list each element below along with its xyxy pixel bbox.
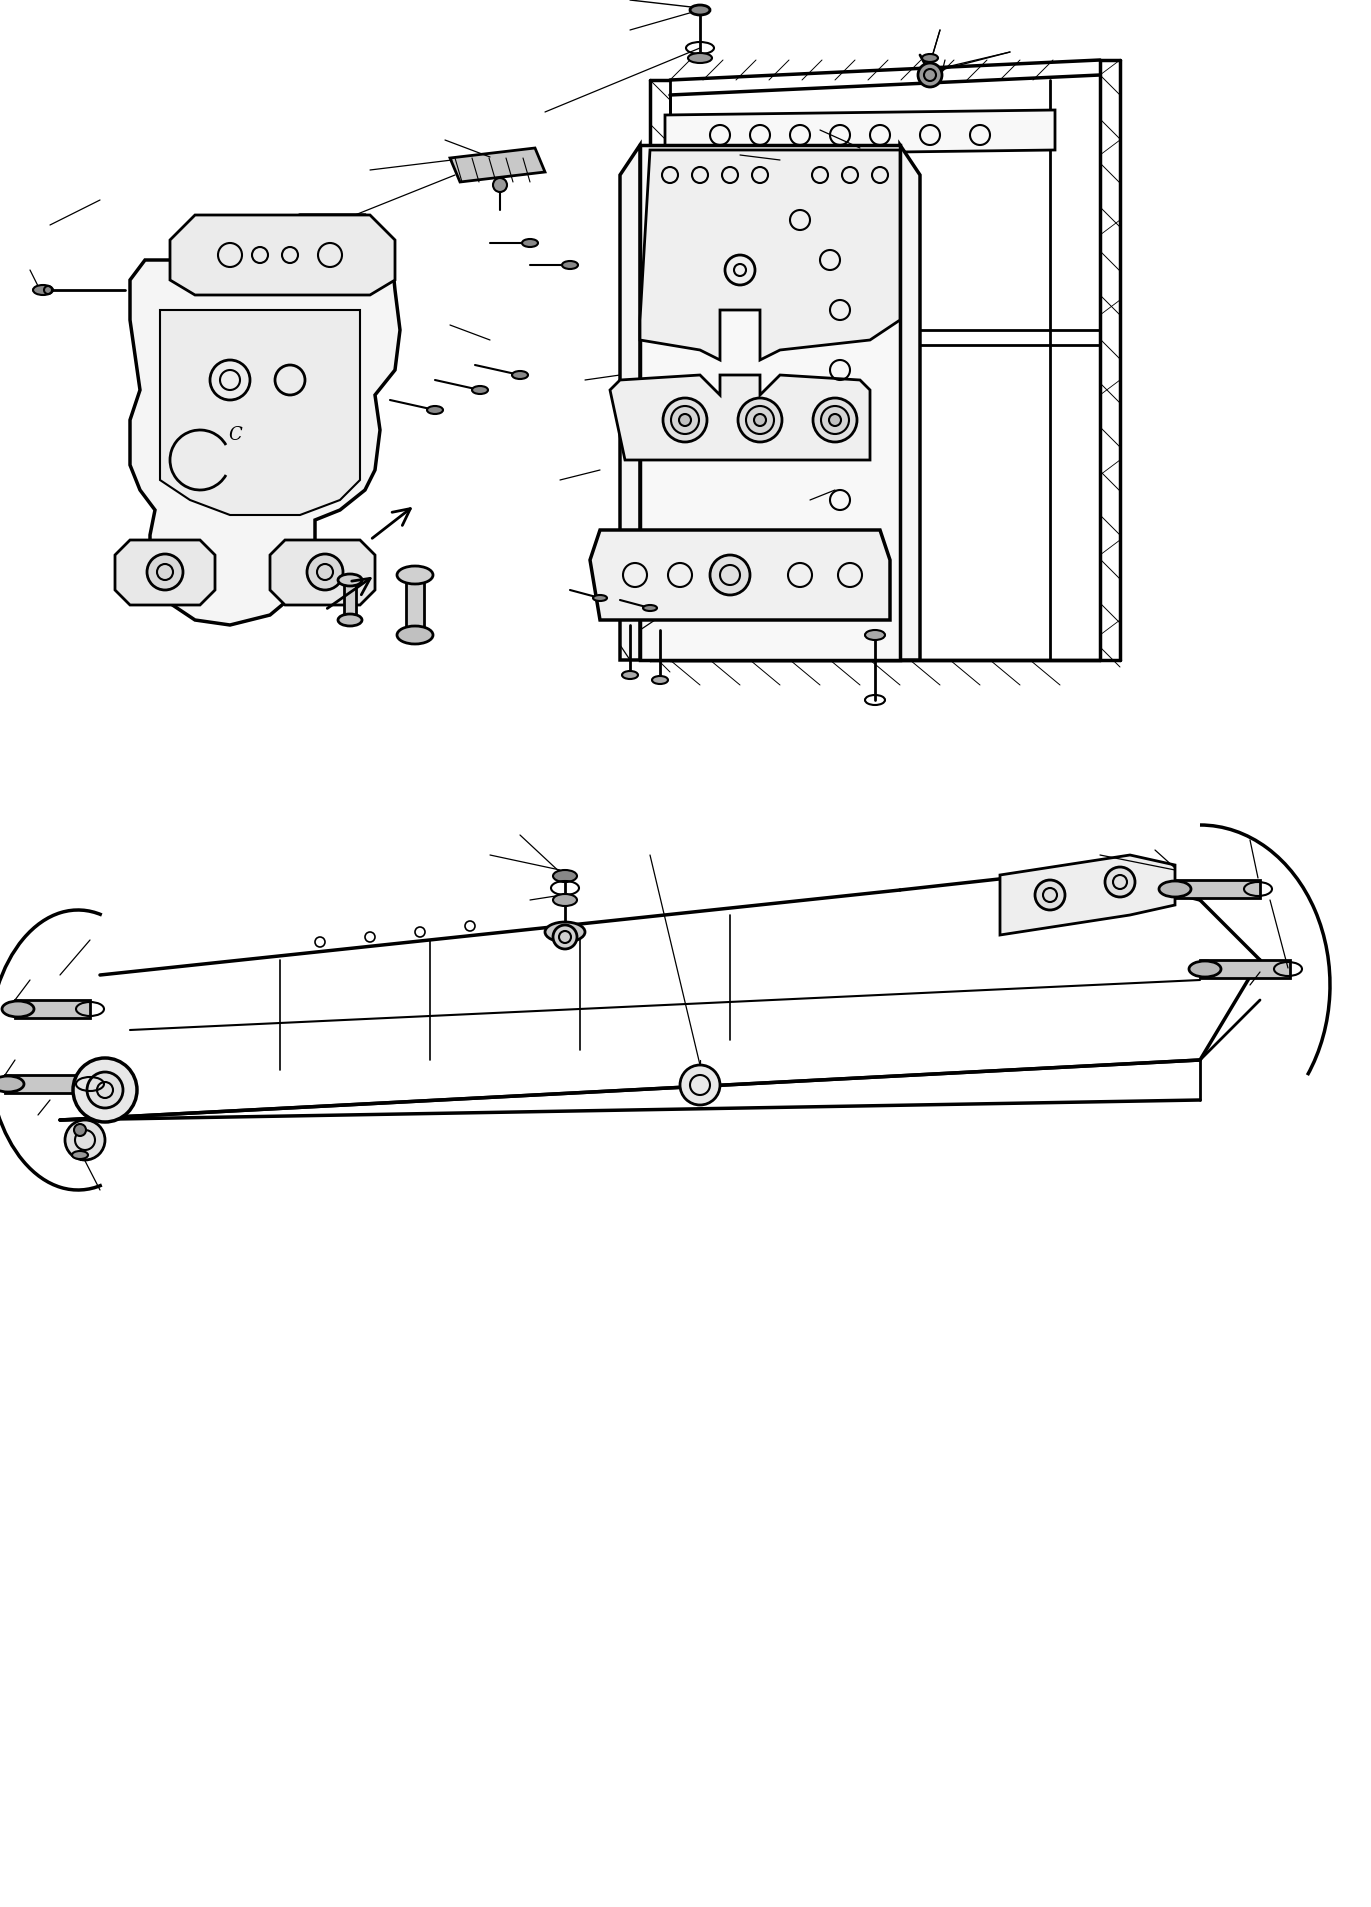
Polygon shape xyxy=(620,145,640,660)
Ellipse shape xyxy=(562,261,579,269)
Ellipse shape xyxy=(339,574,362,585)
Polygon shape xyxy=(270,540,376,605)
Ellipse shape xyxy=(1,1001,34,1016)
Polygon shape xyxy=(665,111,1056,154)
Circle shape xyxy=(919,63,942,88)
Ellipse shape xyxy=(522,238,537,248)
Polygon shape xyxy=(680,219,820,339)
Circle shape xyxy=(74,1123,86,1137)
Circle shape xyxy=(813,399,857,442)
Polygon shape xyxy=(640,145,899,660)
Ellipse shape xyxy=(553,894,577,906)
Text: C: C xyxy=(228,425,241,444)
Polygon shape xyxy=(590,530,890,620)
Circle shape xyxy=(64,1119,106,1159)
Ellipse shape xyxy=(643,605,657,610)
Circle shape xyxy=(710,555,750,595)
Polygon shape xyxy=(899,145,920,660)
Polygon shape xyxy=(15,999,90,1018)
Polygon shape xyxy=(406,576,424,635)
Ellipse shape xyxy=(553,870,577,883)
Polygon shape xyxy=(344,580,356,620)
Polygon shape xyxy=(160,311,361,515)
Ellipse shape xyxy=(622,671,638,679)
Ellipse shape xyxy=(426,406,443,414)
Polygon shape xyxy=(640,151,899,360)
Polygon shape xyxy=(5,1076,90,1093)
Ellipse shape xyxy=(398,566,433,584)
Circle shape xyxy=(73,1058,137,1121)
Circle shape xyxy=(86,1072,123,1108)
Circle shape xyxy=(1105,868,1135,896)
Circle shape xyxy=(553,925,577,950)
Polygon shape xyxy=(1200,959,1290,978)
Ellipse shape xyxy=(865,629,886,641)
Polygon shape xyxy=(610,376,871,460)
Polygon shape xyxy=(115,540,215,605)
Ellipse shape xyxy=(0,1076,25,1093)
Circle shape xyxy=(679,414,691,425)
Ellipse shape xyxy=(594,595,607,601)
Polygon shape xyxy=(999,854,1175,934)
Ellipse shape xyxy=(923,53,938,63)
Polygon shape xyxy=(1169,879,1260,898)
Circle shape xyxy=(821,406,849,435)
Circle shape xyxy=(1035,879,1065,910)
Circle shape xyxy=(670,406,699,435)
Ellipse shape xyxy=(511,372,528,379)
Ellipse shape xyxy=(653,675,668,685)
Ellipse shape xyxy=(688,53,712,63)
Ellipse shape xyxy=(33,284,53,296)
Ellipse shape xyxy=(73,1152,88,1159)
Polygon shape xyxy=(450,149,546,181)
Circle shape xyxy=(147,555,182,589)
Ellipse shape xyxy=(690,6,710,15)
Circle shape xyxy=(829,414,840,425)
Ellipse shape xyxy=(472,385,488,395)
Ellipse shape xyxy=(546,921,585,942)
Circle shape xyxy=(746,406,775,435)
Circle shape xyxy=(494,177,507,193)
Polygon shape xyxy=(170,215,395,296)
Circle shape xyxy=(680,1064,720,1104)
Circle shape xyxy=(307,555,343,589)
Ellipse shape xyxy=(1189,961,1222,976)
Ellipse shape xyxy=(398,625,433,645)
Circle shape xyxy=(754,414,766,425)
Ellipse shape xyxy=(1158,881,1191,896)
Circle shape xyxy=(738,399,781,442)
Ellipse shape xyxy=(339,614,362,625)
Polygon shape xyxy=(130,215,400,625)
Circle shape xyxy=(664,399,707,442)
